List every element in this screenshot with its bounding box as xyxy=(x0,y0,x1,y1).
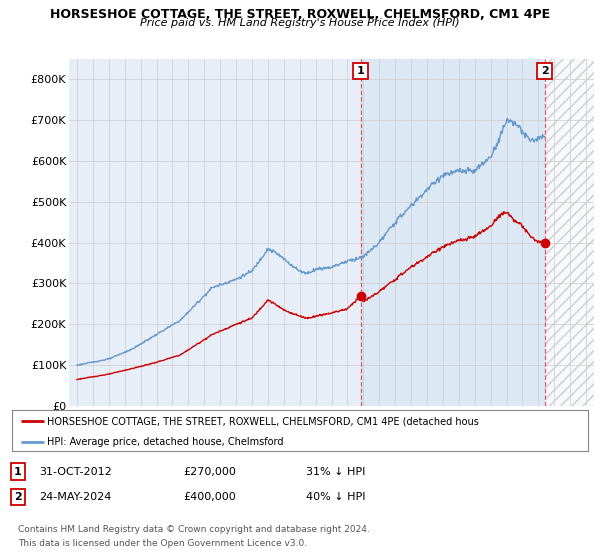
Bar xyxy=(545,59,596,406)
Text: Contains HM Land Registry data © Crown copyright and database right 2024.: Contains HM Land Registry data © Crown c… xyxy=(18,525,370,534)
Text: 1: 1 xyxy=(14,466,22,477)
Text: 31-OCT-2012: 31-OCT-2012 xyxy=(39,466,112,477)
Text: £270,000: £270,000 xyxy=(183,466,236,477)
Text: HORSESHOE COTTAGE, THE STREET, ROXWELL, CHELMSFORD, CM1 4PE (detached hous: HORSESHOE COTTAGE, THE STREET, ROXWELL, … xyxy=(47,417,478,426)
Text: £400,000: £400,000 xyxy=(183,492,236,502)
Text: HORSESHOE COTTAGE, THE STREET, ROXWELL, CHELMSFORD, CM1 4PE: HORSESHOE COTTAGE, THE STREET, ROXWELL, … xyxy=(50,8,550,21)
Text: This data is licensed under the Open Government Licence v3.0.: This data is licensed under the Open Gov… xyxy=(18,539,307,548)
Text: Price paid vs. HM Land Registry's House Price Index (HPI): Price paid vs. HM Land Registry's House … xyxy=(140,18,460,29)
Text: HPI: Average price, detached house, Chelmsford: HPI: Average price, detached house, Chel… xyxy=(47,437,283,447)
Text: 40% ↓ HPI: 40% ↓ HPI xyxy=(306,492,365,502)
Text: 31% ↓ HPI: 31% ↓ HPI xyxy=(306,466,365,477)
Text: 24-MAY-2024: 24-MAY-2024 xyxy=(39,492,112,502)
Text: 2: 2 xyxy=(541,66,548,76)
Text: 2: 2 xyxy=(14,492,22,502)
Text: 1: 1 xyxy=(357,66,365,76)
Bar xyxy=(361,59,545,406)
